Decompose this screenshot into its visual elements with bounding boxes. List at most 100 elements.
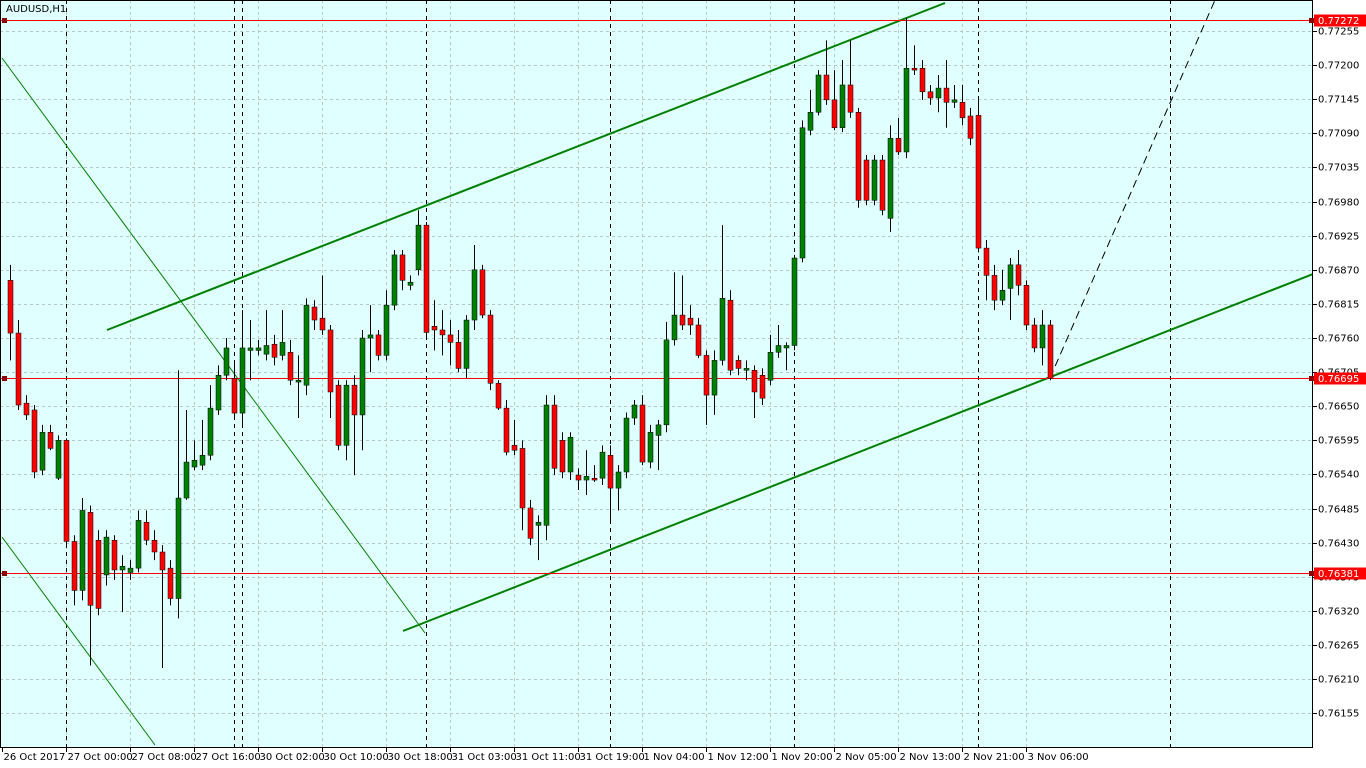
x-tick-label: 30 Oct 10:00 — [324, 752, 389, 763]
candle-body — [39, 432, 46, 471]
candle-body — [303, 304, 310, 386]
candle-body — [655, 424, 662, 436]
candle-body — [559, 440, 566, 473]
candle-body — [935, 87, 942, 99]
trend-line — [1, 536, 156, 746]
candle-body — [799, 127, 806, 259]
candle-body — [759, 374, 766, 399]
candle-body — [295, 379, 302, 383]
x-tick-label: 1 Nov 12:00 — [708, 752, 769, 763]
price-level-marker — [1309, 571, 1314, 576]
candle-body — [15, 332, 22, 406]
candle-body — [135, 520, 142, 569]
y-tick-label: 0.76210 — [1318, 675, 1359, 686]
candle-body — [543, 404, 550, 526]
candle-body — [791, 257, 798, 346]
x-tick-label: 2 Nov 21:00 — [964, 752, 1025, 763]
candle-body — [199, 455, 206, 466]
candle-body — [943, 87, 950, 103]
candle-body — [879, 159, 886, 211]
candle-body — [863, 159, 870, 201]
candle-body — [551, 404, 558, 469]
candle-body — [31, 409, 38, 473]
candle-body — [975, 115, 982, 249]
y-tick-label: 0.76320 — [1318, 607, 1359, 618]
y-tick-label: 0.77035 — [1318, 163, 1359, 174]
price-level-label: 0.76381 — [1318, 569, 1359, 580]
candle-body — [87, 512, 94, 606]
y-tick-label: 0.76870 — [1318, 266, 1359, 277]
candle-body — [727, 299, 734, 371]
x-tick-label: 1 Nov 04:00 — [644, 752, 705, 763]
candle-body — [831, 99, 838, 129]
candle-body — [967, 115, 974, 139]
price-level-marker — [2, 18, 7, 23]
candle-body — [983, 247, 990, 276]
candle-body — [887, 138, 894, 219]
candle-body — [503, 407, 510, 453]
candle-body — [79, 510, 86, 591]
candle-body — [511, 445, 518, 451]
candle-body — [623, 417, 630, 473]
x-tick-label: 3 Nov 06:00 — [1028, 752, 1089, 763]
price-level-tag — [1314, 567, 1366, 580]
candle-body — [415, 224, 422, 271]
candle-body — [7, 280, 14, 334]
candle-body — [455, 342, 462, 369]
candle-body — [519, 448, 526, 509]
y-tick-label: 0.77255 — [1318, 27, 1359, 38]
candle-body — [23, 402, 30, 416]
candle-body — [663, 339, 670, 426]
candle-body — [871, 159, 878, 201]
candle-body — [327, 329, 334, 393]
projection-line — [1049, 0, 1216, 379]
y-tick-label: 0.76815 — [1318, 300, 1359, 311]
y-tick-label: 0.76485 — [1318, 505, 1359, 516]
x-tick-label: 1 Nov 20:00 — [772, 752, 833, 763]
candle-body — [527, 507, 534, 539]
candle-body — [703, 355, 710, 396]
y-tick-label: 0.77090 — [1318, 129, 1359, 140]
candle-body — [279, 342, 286, 356]
candle-body — [775, 345, 782, 353]
x-tick-label: 27 Oct 00:00 — [68, 752, 133, 763]
x-tick-label: 31 Oct 03:00 — [452, 752, 517, 763]
candle-body — [55, 440, 62, 479]
candle-body — [159, 551, 166, 571]
candle-body — [183, 461, 190, 499]
candle-body — [1031, 324, 1038, 349]
candle-body — [1023, 285, 1030, 326]
candle-body — [311, 306, 318, 321]
candle-body — [255, 347, 262, 351]
candle-body — [111, 539, 118, 571]
candle-body — [567, 437, 574, 473]
x-tick-label: 2 Nov 13:00 — [900, 752, 961, 763]
y-tick-label: 0.76650 — [1318, 402, 1359, 413]
candle-body — [207, 407, 214, 456]
candle-body — [927, 91, 934, 99]
candle-body — [711, 360, 718, 396]
candle-body — [47, 432, 54, 449]
candle-body — [71, 541, 78, 591]
candle-body — [911, 67, 918, 71]
candle-body — [687, 317, 694, 326]
y-tick-label: 0.76595 — [1318, 436, 1359, 447]
candle-body — [471, 269, 478, 321]
candle-body — [767, 352, 774, 381]
candle-body — [319, 317, 326, 331]
price-level-label: 0.76695 — [1318, 374, 1359, 385]
candle-body — [991, 275, 998, 301]
candle-body — [127, 567, 134, 573]
y-tick-label: 0.76540 — [1318, 470, 1359, 481]
candle-body — [367, 334, 374, 339]
candle-body — [671, 314, 678, 341]
candle-body — [143, 521, 150, 541]
candle-body — [103, 536, 110, 576]
axes: 0.77255 0.77200 0.77145 0.77090 0.77035 0.769… — [2, 14, 1366, 763]
candle-body — [231, 378, 238, 414]
candle-body — [63, 440, 70, 542]
candle-body — [391, 254, 398, 306]
candle-body — [151, 539, 158, 553]
candle-body — [919, 67, 926, 93]
candle-body — [959, 102, 966, 119]
